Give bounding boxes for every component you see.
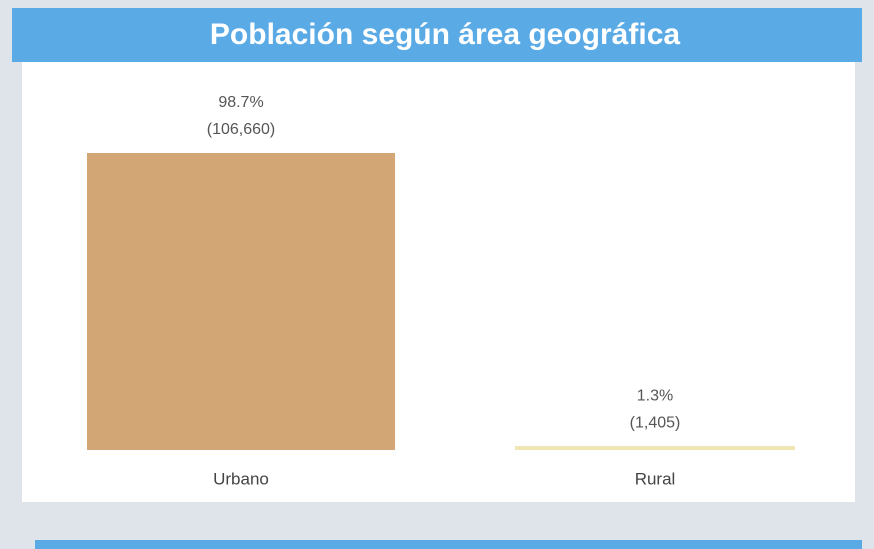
value-label: 98.7% bbox=[218, 94, 263, 111]
bar bbox=[87, 153, 395, 450]
title-bar bbox=[12, 8, 862, 62]
chart-title: Población según área geográfica bbox=[210, 18, 680, 51]
next-panel-bar bbox=[35, 540, 862, 549]
count-label: (106,660) bbox=[207, 121, 276, 138]
value-label: 1.3% bbox=[637, 387, 673, 404]
x-tick-label: Urbano bbox=[213, 469, 269, 488]
bar bbox=[515, 446, 795, 450]
count-label: (1,405) bbox=[630, 414, 681, 431]
x-tick-label: Rural bbox=[635, 469, 676, 488]
